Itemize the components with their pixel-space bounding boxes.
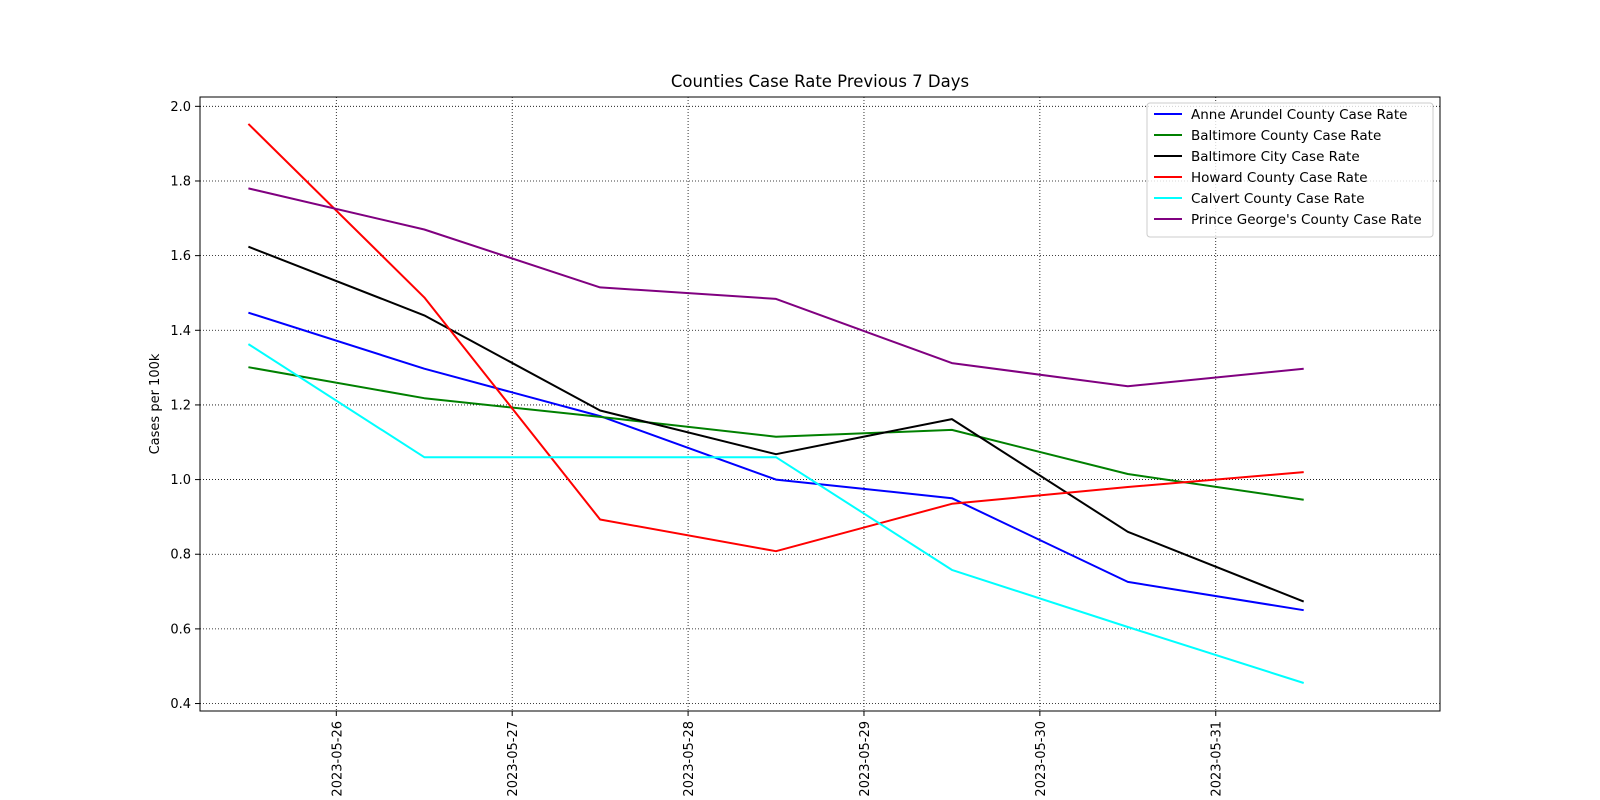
chart-title: Counties Case Rate Previous 7 Days <box>671 72 969 91</box>
series-line-0 <box>248 311 1304 612</box>
series-line-3 <box>247 123 1304 553</box>
y-tick-label: 0.6 <box>170 622 191 637</box>
legend-label: Howard County Case Rate <box>1191 170 1368 186</box>
y-tick-label: 1.4 <box>170 324 191 339</box>
legend: Anne Arundel County Case Rate Baltimore C… <box>1146 102 1434 238</box>
x-tick-label: 2023-05-30 <box>1034 721 1049 797</box>
x-tick-label: 2023-05-31 <box>1210 721 1225 797</box>
series-line-2 <box>248 245 1305 603</box>
legend-label: Baltimore County Case Rate <box>1191 128 1381 144</box>
axis-ticks: 2023-05-26 2023-05-27 2023-05-28 2023-05-29… <box>170 100 1224 797</box>
y-axis-label: Cases per 100k <box>148 353 163 454</box>
series-line-4 <box>247 343 1305 684</box>
y-tick-label: 1.2 <box>170 398 191 413</box>
plot-frame <box>199 96 1441 712</box>
legend-box <box>1146 102 1434 238</box>
legend-label: Calvert County Case Rate <box>1191 191 1365 207</box>
x-tick-label: 2023-05-26 <box>330 721 345 797</box>
y-tick-label: 0.4 <box>170 697 191 712</box>
x-tick-label: 2023-05-29 <box>858 721 873 797</box>
y-tick-label: 1.0 <box>170 473 191 488</box>
legend-label: Anne Arundel County Case Rate <box>1191 107 1407 123</box>
legend-label: Baltimore City Case Rate <box>1191 149 1360 165</box>
series-line-1 <box>248 366 1304 501</box>
y-tick-label: 2.0 <box>170 100 191 115</box>
y-tick-label: 1.6 <box>170 249 191 264</box>
x-tick-label: 2023-05-28 <box>682 721 697 797</box>
y-tick-label: 1.8 <box>170 174 191 189</box>
y-tick-label: 0.8 <box>170 548 191 563</box>
series-line-5 <box>248 187 1304 388</box>
legend-label: Prince George's County Case Rate <box>1191 212 1422 228</box>
series-lines <box>247 123 1305 684</box>
x-tick-label: 2023-05-27 <box>506 721 521 797</box>
